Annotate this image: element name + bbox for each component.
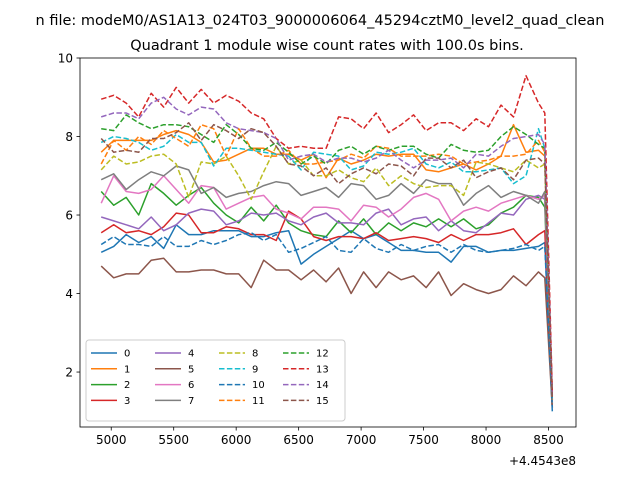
y-tick-label: 6 [65,208,73,222]
y-tick-label: 8 [65,130,73,144]
legend-box [85,339,346,422]
figure-suptitle: n file: modeM0/AS1A13_024T03_9000006064_… [36,13,605,29]
axes-frame [79,57,577,428]
legend-label-10: 10 [252,380,265,391]
series-line-6 [100,175,554,400]
series-line-10 [100,231,554,408]
series-line-14 [100,96,554,396]
series-line-15 [100,122,554,400]
x-tick-label: 5000 [96,433,127,447]
series-line-5 [100,257,554,408]
legend-label-2: 2 [124,380,130,391]
series-line-3 [100,210,554,408]
legend-label-14: 14 [316,380,329,391]
legend-label-1: 1 [124,364,130,375]
legend-label-9: 9 [252,364,258,375]
x-tick-label: 8500 [533,433,564,447]
legend-label-12: 12 [316,349,329,360]
legend-label-3: 3 [124,396,130,407]
series-line-8 [100,145,554,396]
plot-area: 5000 5500 6000 6500 7000 7500 8000 8500246810+4… [58,51,577,468]
legend-label-11: 11 [252,396,265,407]
x-tick-label: 8000 [471,433,502,447]
x-offset-label: +4.4543e8 [509,454,576,468]
series-line-12 [101,114,554,396]
legend-label-5: 5 [188,364,194,375]
axes-title: Quadrant 1 module wise count rates with … [130,38,524,54]
y-tick-label: 4 [65,287,73,301]
legend-label-0: 0 [124,349,130,360]
x-tick-label: 6500 [283,433,314,447]
legend-label-4: 4 [188,349,194,360]
series-line-7 [100,165,554,404]
y-tick-label: 10 [58,51,73,65]
legend-label-6: 6 [188,380,194,391]
x-tick-label: 7500 [408,433,439,447]
legend-label-8: 8 [252,349,258,360]
series-line-13 [100,74,554,392]
legend-label-15: 15 [316,396,329,407]
y-tick-label: 2 [65,365,73,379]
legend-label-13: 13 [316,364,329,375]
series-line-11 [100,123,554,400]
legend-label-7: 7 [188,396,194,407]
series-line-4 [100,194,554,404]
series-line-9 [100,127,554,400]
x-tick-label: 7000 [346,433,377,447]
x-tick-label: 5500 [158,433,189,447]
x-tick-label: 6000 [221,433,252,447]
